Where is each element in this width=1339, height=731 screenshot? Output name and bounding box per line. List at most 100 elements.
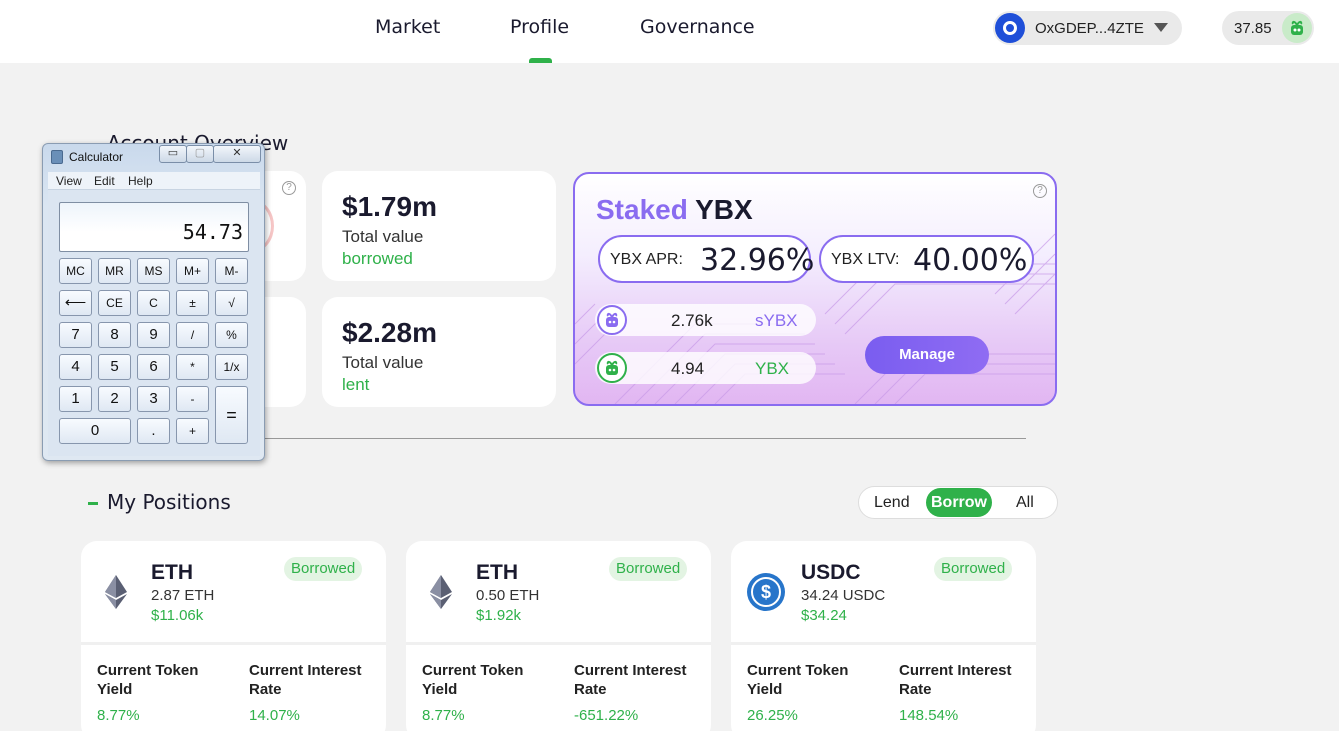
key-plus[interactable]: + [176,418,209,444]
key-percent[interactable]: % [215,322,248,348]
position-card-eth-1[interactable]: ETH 2.87 ETH $11.06k Borrowed Current To… [81,541,386,731]
calculator-body: 54.73 MC MR MS M+ M- ⟵ CE C ± √ 7 8 9 / … [48,190,260,456]
borrowed-amount: $1.79m [342,191,437,222]
manage-button[interactable]: Manage [865,336,989,374]
interest-rate-label: Current Interest Rate [899,662,1012,698]
calculator-window[interactable]: Calculator ▭ ▢ ✕ View Edit Help 54.73 MC… [42,143,265,461]
sybx-amount: 2.76k [671,311,713,330]
balance-value: 37.85 [1234,20,1272,37]
key-9[interactable]: 9 [137,322,170,348]
apr-value: 32.96% [700,243,815,278]
key-decimal[interactable]: . [137,418,170,444]
close-button[interactable]: ✕ [213,145,261,163]
apr-pill: YBX APR: 32.96% [598,235,815,283]
position-card-eth-2[interactable]: ETH 0.50 ETH $1.92k Borrowed Current Tok… [406,541,711,731]
calculator-display: 54.73 [59,202,249,252]
key-8[interactable]: 8 [98,322,131,348]
status-badge: Borrowed [609,557,688,581]
key-c[interactable]: C [137,290,170,316]
key-reciprocal[interactable]: 1/x [215,354,248,380]
ltv-value: 40.00% [913,243,1028,278]
chevron-down-icon [1154,23,1168,32]
window-title: Calculator [69,150,124,164]
key-6[interactable]: 6 [137,354,170,380]
key-mc[interactable]: MC [59,258,92,284]
ybx-symbol: YBX [755,359,790,378]
key-3[interactable]: 3 [137,386,170,412]
token-yield-label: Current Token Yield [422,662,524,698]
display-value: 54.73 [182,220,243,244]
wallet-logo-icon [995,13,1025,43]
token-yield-value: 8.77% [97,707,140,724]
position-usd-value: $1.92k [476,607,522,624]
menu-bar: View Edit Help [48,172,260,190]
key-divide[interactable]: / [176,322,209,348]
calculator-icon [51,150,63,164]
position-quantity: 34.24 USDC [801,587,886,604]
token-balance[interactable]: 37.85 [1222,11,1314,45]
tab-profile[interactable]: Profile [510,16,570,38]
filter-lend[interactable]: Lend [874,494,910,511]
position-usd-value: $11.06k [151,607,204,624]
active-tab-indicator [529,58,552,63]
key-ce[interactable]: CE [98,290,131,316]
borrowed-sublabel: borrowed [342,249,413,268]
apr-label: YBX APR: [610,251,683,268]
staked-title-token: YBX [695,194,753,225]
section-divider [265,438,1026,439]
staked-title-word: Staked [596,194,688,225]
wallet-button[interactable]: OxGDEP...4ZTE [993,11,1182,45]
tab-governance[interactable]: Governance [640,16,755,38]
key-plus-minus[interactable]: ± [176,290,209,316]
key-minus[interactable]: - [176,386,209,412]
key-backspace[interactable]: ⟵ [59,290,92,316]
position-symbol: USDC [801,561,861,584]
staked-title: Staked YBX [596,194,753,226]
status-badge: Borrowed [934,557,1013,581]
maximize-button[interactable]: ▢ [186,145,214,163]
position-symbol: ETH [151,561,193,584]
interest-rate-value: -651.22% [574,707,639,724]
filter-all[interactable]: All [1016,494,1034,511]
ltv-pill: YBX LTV: 40.00% [819,235,1034,283]
key-0[interactable]: 0 [59,418,131,444]
key-equals[interactable]: = [215,386,248,444]
filter-borrow[interactable]: Borrow [926,488,992,517]
help-icon[interactable]: ? [282,181,296,195]
key-ms[interactable]: MS [137,258,170,284]
lent-sublabel: lent [342,375,370,394]
token-yield-label: Current Token Yield [747,662,849,698]
menu-help[interactable]: Help [128,174,153,188]
help-icon[interactable]: ? [1033,184,1047,198]
key-7[interactable]: 7 [59,322,92,348]
key-m-minus[interactable]: M- [215,258,248,284]
interest-rate-value: 148.54% [899,707,959,724]
total-lent-card: $2.28m Total value lent [322,297,556,407]
key-5[interactable]: 5 [98,354,131,380]
key-2[interactable]: 2 [98,386,131,412]
interest-rate-label: Current Interest Rate [574,662,687,698]
position-symbol: ETH [476,561,518,584]
position-usd-value: $34.24 [801,607,847,624]
eth-icon [430,575,452,609]
usdc-icon: $ [747,573,785,611]
minimize-button[interactable]: ▭ [159,145,187,163]
key-multiply[interactable]: * [176,354,209,380]
sybx-symbol: sYBX [755,311,798,330]
key-1[interactable]: 1 [59,386,92,412]
position-card-usdc[interactable]: $ USDC 34.24 USDC $34.24 Borrowed Curren… [731,541,1036,731]
menu-edit[interactable]: Edit [94,174,115,188]
key-mr[interactable]: MR [98,258,131,284]
top-navbar: Market Profile Governance OxGDEP...4ZTE … [0,0,1339,63]
key-sqrt[interactable]: √ [215,290,248,316]
key-4[interactable]: 4 [59,354,92,380]
ybx-token-icon [1282,13,1312,43]
tab-market[interactable]: Market [375,16,441,38]
key-m-plus[interactable]: M+ [176,258,209,284]
status-badge: Borrowed [284,557,363,581]
token-yield-value: 8.77% [422,707,465,724]
section-title-my-positions: My Positions [107,490,231,514]
sybx-token-icon [597,305,627,335]
interest-rate-label: Current Interest Rate [249,662,362,698]
menu-view[interactable]: View [56,174,82,188]
